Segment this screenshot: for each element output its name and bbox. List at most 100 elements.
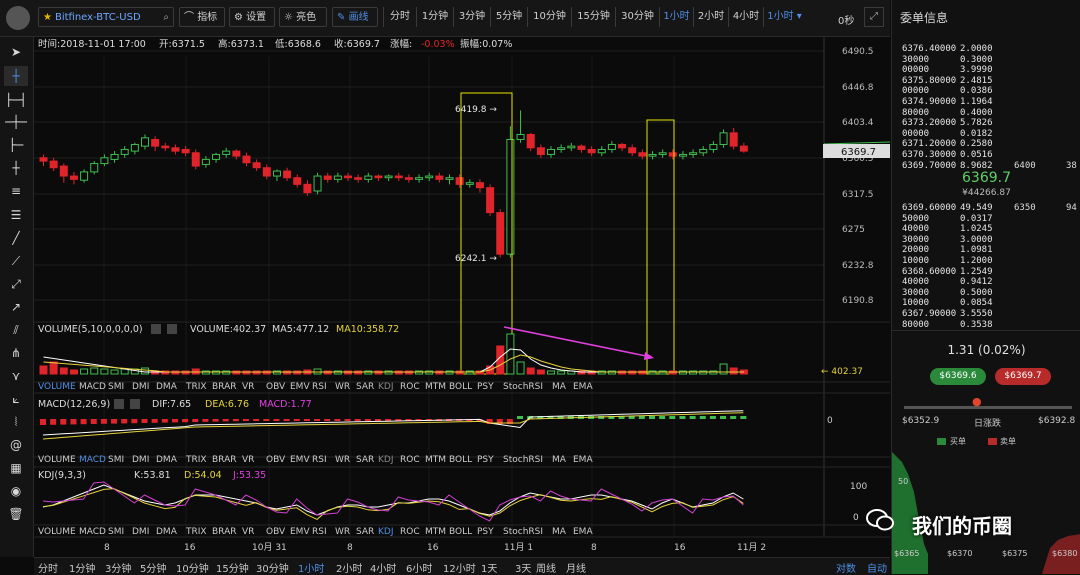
trash-icon[interactable]: 🗑	[8, 507, 24, 521]
indicator-tab-boll[interactable]: BOLL	[449, 527, 472, 537]
trend-line-icon[interactable]: ╱	[12, 231, 20, 245]
bottom-period-3[interactable]: 5分钟	[140, 564, 167, 575]
order-row[interactable]: 6368.60000 1.2549	[892, 267, 1080, 278]
indicator-tab-volume[interactable]: VOLUME	[38, 382, 76, 392]
order-row[interactable]: 6373.20000 5.7826	[892, 118, 1080, 129]
indicator-tab-stochrsi[interactable]: StochRSI	[503, 382, 543, 392]
order-row[interactable]: 6369.70000 8.9682 6400 38	[892, 161, 1080, 172]
indicator-tab-dma[interactable]: DMA	[156, 527, 178, 537]
bar-pattern-icon[interactable]: ▦	[10, 461, 22, 475]
order-row[interactable]: 6375.80000 2.4815	[892, 76, 1080, 87]
indicator-tab-trix[interactable]: TRIX	[185, 455, 207, 465]
period-3[interactable]: 5分钟	[490, 7, 527, 27]
indicators-button[interactable]: ⌒ 指标	[179, 7, 225, 27]
ask-price-button[interactable]: $6369.7	[995, 368, 1051, 385]
log-scale-toggle[interactable]: 对数	[836, 564, 856, 575]
arrow-line-icon[interactable]: ↗	[10, 300, 22, 314]
order-row[interactable]: 40000 0.9412	[892, 277, 1080, 288]
volume-close-icon[interactable]	[167, 324, 177, 334]
indicator-tab-roc[interactable]: ROC	[400, 382, 420, 392]
fibonacci-icon[interactable]: ⦚	[14, 415, 18, 429]
indicator-tab-emv[interactable]: EMV	[290, 382, 310, 392]
indicator-tab-obv[interactable]: OBV	[266, 527, 286, 537]
fib-fan-icon[interactable]: ⋎	[11, 369, 21, 383]
horizontal-ray-icon[interactable]: ├─┤	[5, 93, 27, 107]
period-8[interactable]: 2小时	[693, 7, 728, 27]
bottom-period-13[interactable]: 3天	[515, 564, 532, 575]
bottom-period-8[interactable]: 2小时	[336, 564, 363, 575]
indicator-tab-wr[interactable]: WR	[335, 455, 350, 465]
indicator-tab-wr[interactable]: WR	[335, 382, 350, 392]
indicator-tab-kdj[interactable]: KDJ	[378, 382, 394, 392]
indicator-tab-ema[interactable]: EMA	[573, 382, 593, 392]
macd-settings-icon[interactable]	[114, 399, 124, 409]
settings-button[interactable]: ⚙ 设置	[229, 7, 275, 27]
order-row[interactable]: 80000 0.4000	[892, 108, 1080, 119]
indicator-tab-vr[interactable]: VR	[242, 527, 254, 537]
auto-scale-toggle[interactable]: 自动	[867, 564, 887, 575]
order-row[interactable]: 6374.90000 1.1964	[892, 97, 1080, 108]
bottom-period-15[interactable]: 月线	[566, 564, 586, 575]
indicator-tab-mtm[interactable]: MTM	[425, 455, 446, 465]
indicator-tab-ma[interactable]: MA	[552, 527, 567, 537]
indicator-tab-dmi[interactable]: DMI	[132, 382, 149, 392]
period-2[interactable]: 3分钟	[453, 7, 490, 27]
order-row[interactable]: 10000 1.2000	[892, 256, 1080, 267]
indicator-tab-vr[interactable]: VR	[242, 455, 254, 465]
indicator-tab-boll[interactable]: BOLL	[449, 455, 472, 465]
order-row[interactable]: 6370.30000 0.0516	[892, 150, 1080, 161]
parallel-channel-icon[interactable]: ⫽	[13, 323, 19, 337]
bottom-period-7[interactable]: 1小时	[298, 564, 325, 575]
theme-button[interactable]: ☼ 亮色	[279, 7, 327, 27]
draw-button[interactable]: ✎ 画线	[332, 7, 378, 27]
volume-settings-icon[interactable]	[151, 324, 161, 334]
crosshair-icon[interactable]: ┼	[4, 66, 28, 86]
gann-fan-icon[interactable]: ⟀	[12, 392, 20, 406]
indicator-tab-rsi[interactable]: RSI	[312, 527, 327, 537]
period-0[interactable]: 分时	[383, 7, 416, 27]
indicator-tab-smi[interactable]: SMI	[108, 527, 124, 537]
order-row[interactable]: 00000 3.9990	[892, 65, 1080, 76]
indicator-tab-rsi[interactable]: RSI	[312, 455, 327, 465]
symbol-selector[interactable]: ★ Bitfinex-BTC-USD ⌕	[38, 7, 174, 27]
indicator-tab-emv[interactable]: EMV	[290, 455, 310, 465]
indicator-tab-dma[interactable]: DMA	[156, 382, 178, 392]
indicator-tab-dmi[interactable]: DMI	[132, 455, 149, 465]
indicator-tab-volume[interactable]: VOLUME	[38, 527, 76, 537]
indicator-tab-obv[interactable]: OBV	[266, 455, 286, 465]
bottom-period-12[interactable]: 1天	[481, 564, 498, 575]
order-row[interactable]: 10000 0.0854	[892, 298, 1080, 309]
horizontal-segment-icon[interactable]: ├─	[8, 138, 24, 152]
period-1[interactable]: 1分钟	[416, 7, 453, 27]
indicator-tab-brar[interactable]: BRAR	[212, 527, 236, 537]
order-row[interactable]: 6367.90000 3.5550	[892, 309, 1080, 320]
indicator-tab-mtm[interactable]: MTM	[425, 382, 446, 392]
star-icon[interactable]: ★	[43, 12, 52, 23]
indicator-tab-roc[interactable]: ROC	[400, 527, 420, 537]
horizontal-line-icon[interactable]: ─┼─	[5, 115, 27, 129]
order-row[interactable]: 50000 0.0317	[892, 214, 1080, 225]
indicator-tab-ema[interactable]: EMA	[573, 455, 593, 465]
indicator-tab-ema[interactable]: EMA	[573, 527, 593, 537]
indicator-tab-psy[interactable]: PSY	[477, 455, 494, 465]
order-row[interactable]: 40000 1.0245	[892, 224, 1080, 235]
period-7[interactable]: 1小时	[659, 7, 693, 27]
indicator-tab-mtm[interactable]: MTM	[425, 527, 446, 537]
indicator-tab-volume[interactable]: VOLUME	[38, 455, 76, 465]
indicator-tab-rsi[interactable]: RSI	[312, 382, 327, 392]
indicator-tab-brar[interactable]: BRAR	[212, 455, 236, 465]
cursor-icon[interactable]: ➤	[10, 45, 22, 59]
bottom-period-4[interactable]: 10分钟	[176, 564, 209, 575]
vertical-line-icon[interactable]: ┼	[12, 161, 20, 175]
indicator-tab-ma[interactable]: MA	[552, 382, 567, 392]
indicator-tab-dmi[interactable]: DMI	[132, 527, 149, 537]
bottom-period-9[interactable]: 4小时	[370, 564, 397, 575]
order-row[interactable]: 00000 0.0386	[892, 86, 1080, 97]
parallel-lines-icon[interactable]: ☰	[10, 208, 22, 222]
indicator-tab-brar[interactable]: BRAR	[212, 382, 236, 392]
bid-price-button[interactable]: $6369.6	[930, 368, 986, 385]
bottom-period-11[interactable]: 12小时	[443, 564, 476, 575]
indicator-tab-dma[interactable]: DMA	[156, 455, 178, 465]
indicator-tab-roc[interactable]: ROC	[400, 455, 420, 465]
spiral-icon[interactable]: @	[10, 438, 22, 452]
